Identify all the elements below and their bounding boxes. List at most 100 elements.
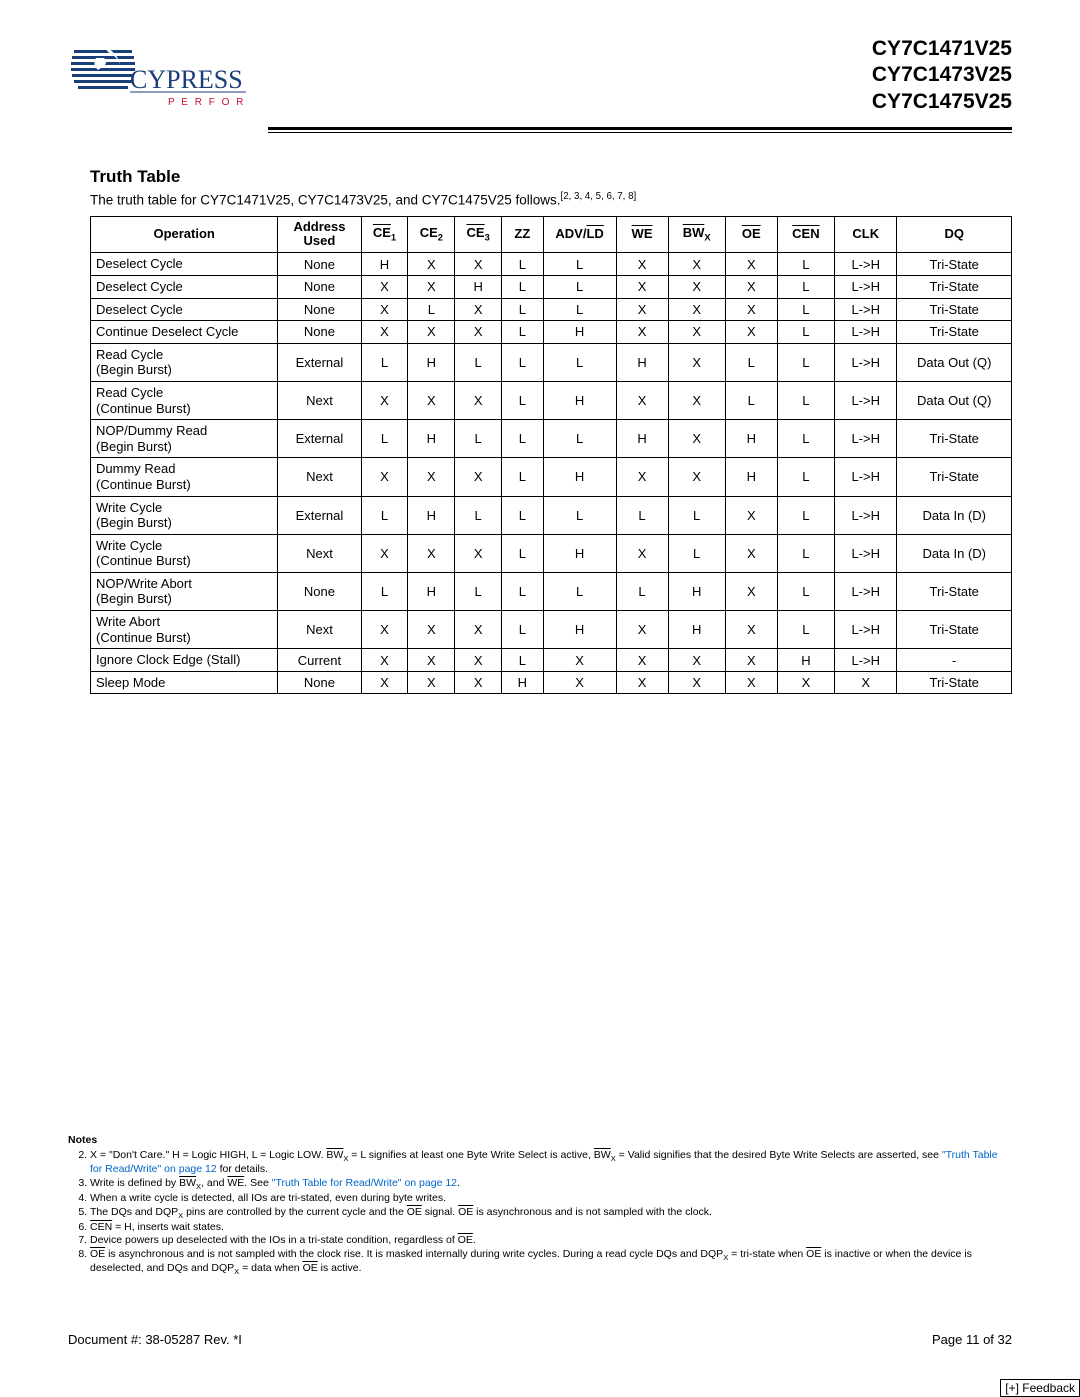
table-cell: L (668, 496, 725, 534)
notes-heading: Notes (68, 1134, 1012, 1147)
table-cell: L (777, 343, 834, 381)
table-cell: L (502, 496, 544, 534)
table-cell: Tri-State (897, 458, 1012, 496)
table-cell: L (502, 611, 544, 649)
table-header-cell: CE2 (408, 216, 455, 253)
table-cell: L (777, 572, 834, 610)
document-number: Document #: 38-05287 Rev. *I (68, 1332, 242, 1347)
operation-cell: Deselect Cycle (91, 275, 278, 298)
header: CYPRESS P E R F O R M CY7C1471V25 CY7C14… (68, 36, 1012, 121)
table-cell: H (543, 321, 616, 344)
table-cell: None (278, 671, 361, 694)
table-cell: L (668, 534, 725, 572)
table-row: Continue Deselect CycleNoneXXXLHXXXLL->H… (91, 321, 1012, 344)
table-cell: X (361, 381, 408, 419)
table-cell: H (543, 611, 616, 649)
table-row: Dummy Read (Continue Burst)NextXXXLHXXHL… (91, 458, 1012, 496)
table-cell: Tri-State (897, 321, 1012, 344)
feedback-button[interactable]: [+] Feedback (1000, 1379, 1080, 1397)
table-cell: L (543, 253, 616, 276)
table-cell: L (777, 275, 834, 298)
table-cell: Data In (D) (897, 534, 1012, 572)
operation-cell: Write Cycle (Begin Burst) (91, 496, 278, 534)
intro-refs: [2, 3, 4, 5, 6, 7, 8] (561, 191, 637, 202)
table-cell: X (616, 253, 668, 276)
table-cell: L (777, 420, 834, 458)
table-cell: L (502, 321, 544, 344)
table-cell: Next (278, 381, 361, 419)
operation-cell: NOP/Write Abort (Begin Burst) (91, 572, 278, 610)
table-cell: X (725, 611, 777, 649)
table-cell: X (835, 671, 897, 694)
table-cell: X (361, 671, 408, 694)
table-cell: External (278, 343, 361, 381)
table-cell: H (543, 458, 616, 496)
table-cell: L (777, 321, 834, 344)
table-cell: X (616, 298, 668, 321)
table-row: Read Cycle (Continue Burst)NextXXXLHXXLL… (91, 381, 1012, 419)
table-row: Write Abort (Continue Burst)NextXXXLHXHX… (91, 611, 1012, 649)
table-cell: L (502, 534, 544, 572)
table-cell: L (502, 253, 544, 276)
table-cell: None (278, 253, 361, 276)
table-cell: L (502, 275, 544, 298)
table-cell: None (278, 321, 361, 344)
table-cell: L (616, 572, 668, 610)
table-header-cell: ZZ (502, 216, 544, 253)
table-cell: X (725, 321, 777, 344)
operation-cell: Write Cycle (Continue Burst) (91, 534, 278, 572)
table-cell: X (408, 534, 455, 572)
table-row: Deselect CycleNoneHXXLLXXXLL->HTri-State (91, 253, 1012, 276)
table-cell: X (616, 649, 668, 672)
table-cell: Data Out (Q) (897, 343, 1012, 381)
table-cell: X (361, 534, 408, 572)
table-cell: X (668, 275, 725, 298)
operation-cell: Deselect Cycle (91, 298, 278, 321)
table-cell: X (725, 496, 777, 534)
table-cell: X (668, 343, 725, 381)
table-header-cell: DQ (897, 216, 1012, 253)
table-cell: Tri-State (897, 671, 1012, 694)
table-cell: X (408, 611, 455, 649)
header-rule-wrap (268, 127, 1012, 133)
table-cell: X (455, 381, 502, 419)
note-link[interactable]: "Truth Table for Read/Write" on page 12 (90, 1149, 998, 1175)
note-link[interactable]: "Truth Table for Read/Write" on page 12 (272, 1177, 457, 1189)
table-cell: L (408, 298, 455, 321)
table-cell: X (408, 253, 455, 276)
note-item: CEN = H, inserts wait states. (90, 1221, 1012, 1234)
table-header-cell: OE (725, 216, 777, 253)
table-cell: X (668, 649, 725, 672)
table-cell: X (455, 611, 502, 649)
table-header-cell: CLK (835, 216, 897, 253)
note-item: The DQs and DQPX pins are controlled by … (90, 1206, 1012, 1220)
table-cell: L (502, 649, 544, 672)
table-header-cell: Operation (91, 216, 278, 253)
table-header-cell: CE3 (455, 216, 502, 253)
table-cell: X (543, 671, 616, 694)
table-cell: External (278, 420, 361, 458)
note-item: Device powers up deselected with the IOs… (90, 1234, 1012, 1247)
table-cell: X (408, 649, 455, 672)
operation-cell: Read Cycle (Begin Burst) (91, 343, 278, 381)
table-cell: X (455, 534, 502, 572)
table-cell: X (725, 534, 777, 572)
table-header-cell: CE1 (361, 216, 408, 253)
table-row: NOP/Write Abort (Begin Burst)NoneLHLLLLH… (91, 572, 1012, 610)
header-rule-thin (268, 132, 1012, 133)
table-cell: X (668, 321, 725, 344)
part-number: CY7C1471V25 (872, 36, 1012, 62)
section-intro: The truth table for CY7C1471V25, CY7C147… (90, 191, 1012, 208)
table-row: Deselect CycleNoneXLXLLXXXLL->HTri-State (91, 298, 1012, 321)
table-header-cell: CEN (777, 216, 834, 253)
table-cell: L (502, 572, 544, 610)
table-cell: X (616, 534, 668, 572)
table-cell: X (616, 611, 668, 649)
table-cell: X (361, 321, 408, 344)
page-number: Page 11 of 32 (932, 1332, 1012, 1347)
table-cell: L->H (835, 534, 897, 572)
table-cell: X (725, 253, 777, 276)
table-cell: L (777, 534, 834, 572)
table-cell: H (455, 275, 502, 298)
table-header-cell: BWX (668, 216, 725, 253)
